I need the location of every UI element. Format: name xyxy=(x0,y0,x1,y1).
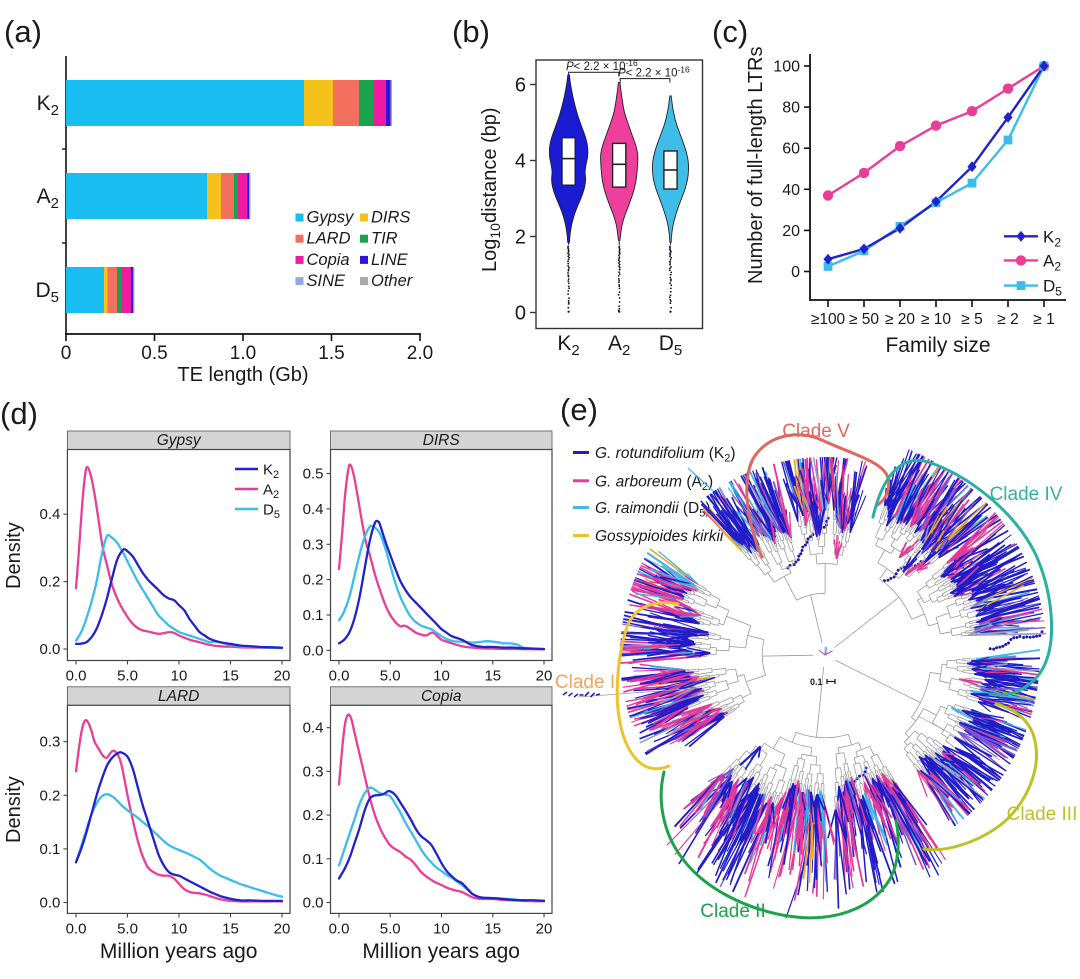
svg-text:G. rotundifolium (K2): G. rotundifolium (K2) xyxy=(595,445,736,465)
svg-text:0.3: 0.3 xyxy=(40,734,61,751)
svg-text:0.0: 0.0 xyxy=(40,895,61,912)
svg-text:10: 10 xyxy=(433,920,450,937)
svg-text:0.1: 0.1 xyxy=(40,841,61,858)
svg-text:(e): (e) xyxy=(560,392,598,427)
svg-text:0.0: 0.0 xyxy=(303,642,324,659)
svg-text:6: 6 xyxy=(515,75,526,97)
svg-text:0.0: 0.0 xyxy=(66,668,87,685)
svg-text:20: 20 xyxy=(536,920,553,937)
svg-text:0.4: 0.4 xyxy=(40,506,61,523)
svg-text:Gossypioides kirkii: Gossypioides kirkii xyxy=(595,528,724,545)
svg-text:0.2: 0.2 xyxy=(303,572,324,589)
svg-text:(d): (d) xyxy=(0,396,38,431)
svg-text:15: 15 xyxy=(484,920,501,937)
svg-text:≥ 1: ≥ 1 xyxy=(1033,311,1054,328)
svg-text:1.0: 1.0 xyxy=(230,343,256,364)
svg-text:SINE: SINE xyxy=(307,272,347,290)
svg-text:2.0: 2.0 xyxy=(407,343,433,364)
svg-text:100: 100 xyxy=(773,59,800,76)
svg-text:20: 20 xyxy=(536,668,553,685)
svg-text:0.3: 0.3 xyxy=(303,763,324,780)
svg-text:≥100: ≥100 xyxy=(811,311,846,328)
svg-text:0.1: 0.1 xyxy=(303,851,324,868)
svg-text:20: 20 xyxy=(274,668,291,685)
svg-text:≥ 10: ≥ 10 xyxy=(921,311,951,328)
svg-text:Clade IV: Clade IV xyxy=(990,484,1063,505)
svg-text:LINE: LINE xyxy=(371,251,409,269)
svg-text:Clade I: Clade I xyxy=(555,672,615,693)
svg-text:≥ 20: ≥ 20 xyxy=(885,311,915,328)
svg-text:0.2: 0.2 xyxy=(40,574,61,591)
svg-text:0.5: 0.5 xyxy=(303,466,324,483)
svg-text:Log10distance (bp): Log10distance (bp) xyxy=(479,107,503,272)
svg-text:5.0: 5.0 xyxy=(380,668,401,685)
svg-text:Clade V: Clade V xyxy=(782,421,850,442)
svg-text:15: 15 xyxy=(484,668,501,685)
svg-text:15: 15 xyxy=(222,920,239,937)
svg-text:0.5: 0.5 xyxy=(141,343,167,364)
svg-text:40: 40 xyxy=(782,182,800,199)
svg-text:Clade II: Clade II xyxy=(700,901,765,922)
svg-text:0.3: 0.3 xyxy=(303,536,324,553)
svg-text:DIRS: DIRS xyxy=(371,209,410,227)
svg-text:Copia: Copia xyxy=(421,688,462,705)
svg-text:Density: Density xyxy=(3,522,25,589)
svg-text:1.5: 1.5 xyxy=(318,343,344,364)
svg-text:0.0: 0.0 xyxy=(40,641,61,658)
svg-text:G. arboreum (A2): G. arboreum (A2) xyxy=(595,473,713,493)
svg-text:DIRS: DIRS xyxy=(423,432,461,449)
svg-text:Million years ago: Million years ago xyxy=(362,940,520,963)
svg-text:Clade III: Clade III xyxy=(1007,804,1078,825)
svg-text:Other: Other xyxy=(371,272,414,290)
svg-text:5.0: 5.0 xyxy=(117,668,138,685)
svg-text:0.1: 0.1 xyxy=(810,677,823,687)
svg-text:2: 2 xyxy=(515,227,526,249)
svg-text:0: 0 xyxy=(61,343,72,364)
svg-text:Gypsy: Gypsy xyxy=(157,432,202,449)
svg-text:TE length (Gb): TE length (Gb) xyxy=(177,364,308,386)
svg-text:Family size: Family size xyxy=(885,334,990,357)
svg-text:20: 20 xyxy=(782,223,800,240)
svg-text:60: 60 xyxy=(782,141,800,158)
svg-text:15: 15 xyxy=(222,668,239,685)
svg-text:20: 20 xyxy=(274,920,291,937)
svg-text:(a): (a) xyxy=(4,14,42,49)
svg-text:0.2: 0.2 xyxy=(40,787,61,804)
svg-text:0.0: 0.0 xyxy=(303,895,324,912)
svg-text:Copia: Copia xyxy=(307,251,350,269)
svg-text:10: 10 xyxy=(171,668,188,685)
svg-text:0: 0 xyxy=(515,303,526,325)
svg-text:0.0: 0.0 xyxy=(329,920,350,937)
svg-text:4: 4 xyxy=(515,151,526,173)
svg-text:≥ 2: ≥ 2 xyxy=(997,311,1018,328)
svg-text:0.0: 0.0 xyxy=(329,668,350,685)
svg-text:LARD: LARD xyxy=(307,230,351,248)
svg-text:0: 0 xyxy=(791,264,800,281)
svg-text:5.0: 5.0 xyxy=(380,920,401,937)
svg-text:80: 80 xyxy=(782,100,800,117)
svg-text:10: 10 xyxy=(171,920,188,937)
svg-text:≥ 5: ≥ 5 xyxy=(961,311,982,328)
svg-text:(c): (c) xyxy=(712,14,748,49)
svg-text:0.2: 0.2 xyxy=(303,807,324,824)
svg-text:0.4: 0.4 xyxy=(303,720,324,737)
svg-text:0.0: 0.0 xyxy=(66,920,87,937)
svg-text:Gypsy: Gypsy xyxy=(307,209,356,227)
svg-text:Million years ago: Million years ago xyxy=(100,940,258,963)
svg-text:(b): (b) xyxy=(452,14,490,49)
svg-text:Density: Density xyxy=(3,776,25,843)
svg-text:LARD: LARD xyxy=(158,688,199,705)
svg-text:0.1: 0.1 xyxy=(303,607,324,624)
svg-text:≥ 50: ≥ 50 xyxy=(849,311,879,328)
svg-text:Number of full-length LTRs: Number of full-length LTRs xyxy=(745,47,767,285)
svg-text:TIR: TIR xyxy=(371,230,398,248)
svg-text:5.0: 5.0 xyxy=(117,920,138,937)
svg-text:10: 10 xyxy=(433,668,450,685)
svg-text:G. raimondii (D5): G. raimondii (D5) xyxy=(595,500,711,520)
svg-text:0.4: 0.4 xyxy=(303,501,324,518)
